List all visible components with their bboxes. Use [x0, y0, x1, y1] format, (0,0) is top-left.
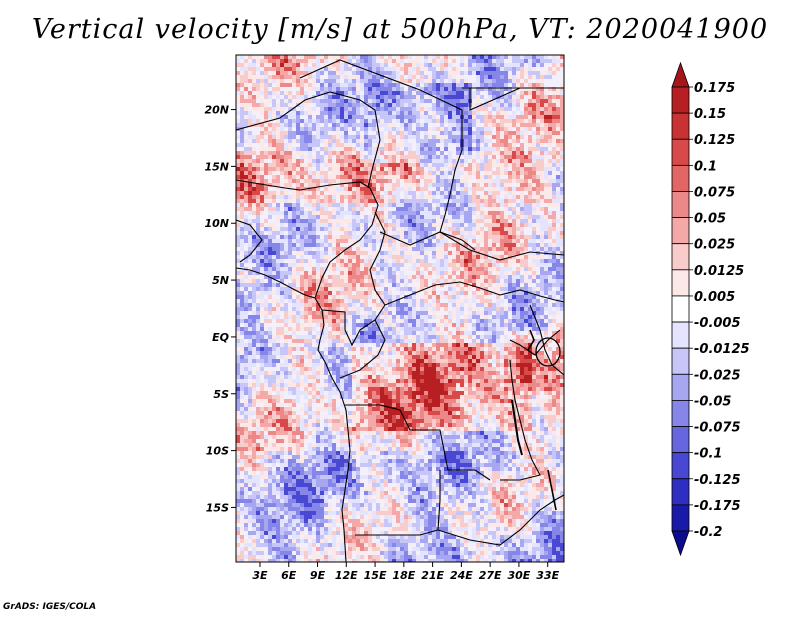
colorbar: 0.175 0.15 0.125 0.1 0.075 0.05 0.025 0.0125 0.0…: [671, 61, 750, 557]
colorbar-segment: [671, 400, 690, 427]
colorbar-segment: [671, 269, 690, 297]
colorbar-label: -0.125: [694, 473, 741, 488]
colorbar-segment: [671, 243, 690, 271]
lon-tick-label: 33E: [536, 569, 559, 582]
colorbar-segment: [671, 478, 690, 506]
colorbar-label: 0.075: [694, 185, 735, 200]
border-sudan-southsudan: [439, 231, 564, 261]
lake-albert: [527, 329, 535, 351]
lon-tick-label: 9E: [310, 569, 326, 582]
border-sudan-chad: [439, 110, 463, 233]
colorbar-label: -0.025: [694, 368, 741, 383]
colorbar-top-arrow: [671, 61, 690, 88]
colorbar-segment: [671, 112, 690, 140]
colorbar-segment: [671, 191, 690, 218]
border-cameroon-car: [369, 211, 386, 306]
colorbar-label: 0.0125: [694, 264, 744, 279]
colorbar-segment: [671, 86, 690, 114]
colorbar-label: -0.175: [694, 499, 741, 514]
colorbar-label: 0.005: [694, 290, 735, 305]
colorbar-segment: [671, 426, 690, 454]
border-car-drc: [384, 281, 501, 306]
border-drc-angola: [345, 404, 491, 481]
border-southsudan-drc: [499, 289, 564, 303]
lat-tick-label: 10S: [206, 445, 229, 458]
colorbar-segment: [671, 452, 690, 480]
lake-tanganyika: [511, 399, 523, 456]
colorbar-segment: [671, 164, 690, 192]
lake-victoria: [535, 337, 561, 367]
colorbar-segment: [671, 321, 690, 349]
border-libya-chad: [299, 59, 463, 111]
lon-tick-label: 12E: [335, 569, 358, 582]
colorbar-label: -0.2: [694, 525, 722, 540]
country-borders: [236, 59, 564, 562]
velocity-field: [236, 55, 564, 562]
border-drc-east: [500, 359, 541, 481]
lat-tick-label: 10N: [204, 217, 229, 230]
map-frame: [235, 54, 565, 563]
colorbar-segment: [671, 504, 690, 532]
grads-credit: GrADS: IGES/COLA: [3, 602, 97, 612]
border-congo-drc: [339, 319, 386, 379]
colorbar-label: 0.125: [694, 133, 735, 148]
lon-tick-label: 21E: [421, 569, 444, 582]
lat-tick-label: 15N: [204, 160, 229, 173]
lake-malawi: [547, 469, 557, 511]
colorbar-bottom-arrow: [671, 530, 690, 557]
colorbar-label: 0.175: [694, 81, 735, 96]
lon-tick-label: 15E: [364, 569, 387, 582]
border-angola-zambia: [355, 470, 441, 536]
colorbar-label: 0.05: [694, 212, 726, 227]
border-nigeria-north: [236, 179, 371, 191]
lat-tick-label: 5S: [213, 388, 229, 401]
lon-tick-label: 3E: [252, 569, 268, 582]
colorbar-label: -0.075: [694, 421, 741, 436]
border-west: [236, 219, 263, 263]
border-east-lakes: [509, 329, 561, 356]
border-ethiopia: [469, 87, 564, 111]
lat-tick-label: EQ: [212, 331, 229, 344]
coastline: [236, 267, 351, 562]
lon-tick-label: 27E: [479, 569, 502, 582]
border-uganda-kenya: [529, 304, 564, 376]
border-zambia-south: [437, 494, 564, 546]
latitude-axis: 20N 15N 10N 5N EQ 5S 10S 15S: [204, 104, 236, 514]
colorbar-segment: [671, 217, 690, 245]
map-title: Vertical velocity [m/s] at 500hPa, VT: 2…: [31, 14, 769, 45]
colorbar-segment: [671, 138, 690, 166]
colorbar-label: 0.15: [694, 107, 726, 122]
lon-tick-label: 30E: [508, 569, 531, 582]
lat-tick-label: 15S: [206, 501, 229, 514]
border-niger-chad: [236, 91, 381, 189]
colorbar-segment: [671, 295, 690, 323]
colorbar-label: 0.025: [694, 238, 735, 253]
colorbar-label: 0.1: [694, 159, 717, 174]
longitude-axis: 3E 6E 9E 12E 15E 18E 21E 24E 27E 30E 33E: [252, 562, 560, 582]
colorbar-segment: [671, 347, 690, 375]
lat-tick-label: 20N: [204, 104, 229, 117]
lon-tick-label: 6E: [281, 569, 297, 582]
lon-tick-label: 18E: [392, 569, 415, 582]
lon-tick-label: 24E: [450, 569, 473, 582]
lat-tick-label: 5N: [212, 274, 229, 287]
border-nigeria-cameroon: [314, 187, 379, 299]
colorbar-label: -0.005: [694, 316, 741, 331]
colorbar-label: -0.1: [694, 447, 722, 462]
colorbar-segment: [671, 373, 690, 401]
colorbar-label: -0.05: [694, 394, 731, 409]
colorbar-label: -0.0125: [694, 342, 750, 357]
